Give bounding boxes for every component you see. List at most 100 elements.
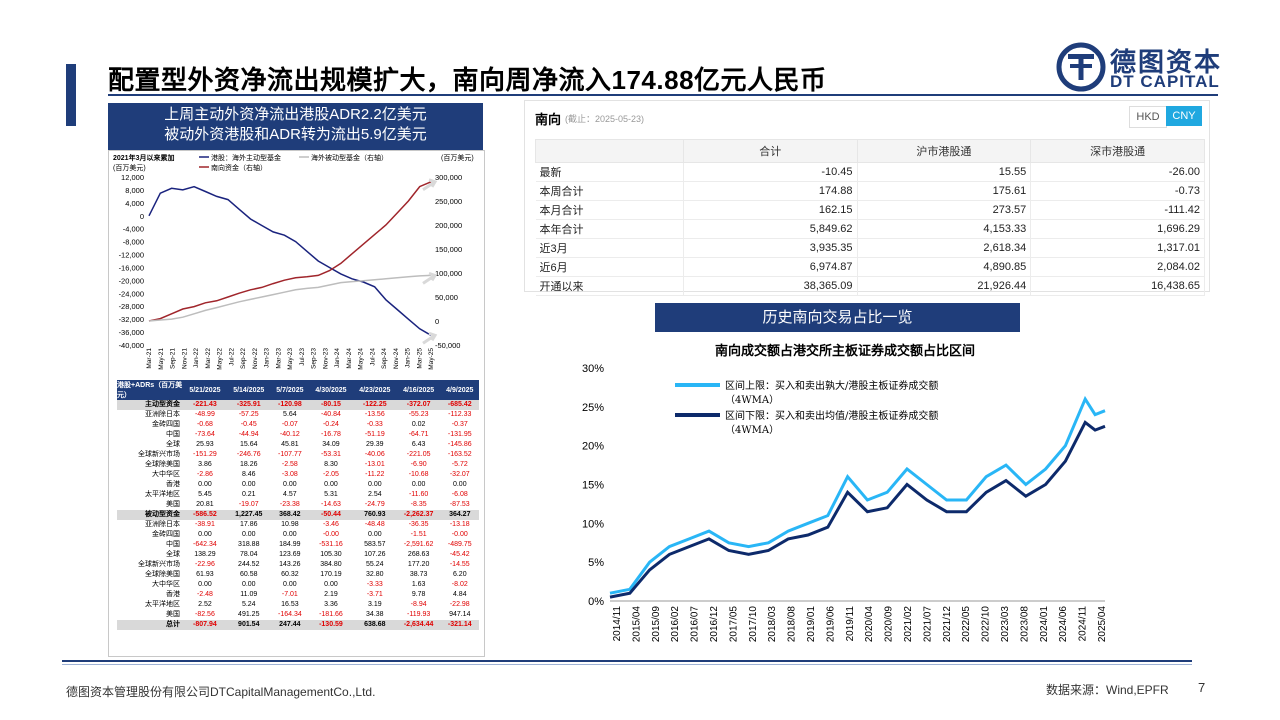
share-x-tick: 2023/08 <box>1019 606 1030 643</box>
adr-value-cell: -489.75 <box>447 541 472 548</box>
adr-value-cell: 0.00 <box>324 481 338 488</box>
flow-left-tick: 4,000 <box>125 199 144 208</box>
flow-x-tick: May-23 <box>287 348 294 370</box>
adr-flow-table: 港股+ADRs（百万美元） 5/21/2025 5/14/2025 5/7/2025 4… <box>117 380 479 630</box>
adr-value-cell: -181.66 <box>319 611 343 618</box>
adr-value-cell: 364.27 <box>440 510 479 520</box>
adr-value-cell: 0.02 <box>411 421 426 428</box>
southbound-value-cell: 6,974.87 <box>683 257 858 277</box>
share-x-tick: 2022/10 <box>981 606 992 643</box>
currency-cny-button[interactable]: CNY <box>1166 106 1202 126</box>
adr-value-cell: -13.01 <box>364 461 385 468</box>
trend-arrow-icon <box>422 331 438 345</box>
share-x-tick: 2015/09 <box>651 606 662 643</box>
southbound-value-cell: 21,926.44 <box>857 276 1032 296</box>
southbound-value-cell: 162.15 <box>683 200 858 220</box>
adr-table-row: 太平洋地区 2.52 5.24 16.53 3.36 3.19 -8.94 -22.98 <box>117 600 479 610</box>
adr-value-cell: 368.42 <box>270 510 310 520</box>
adr-value-cell: 0.00 <box>411 481 426 488</box>
adr-value-cell: 384.80 <box>320 561 342 568</box>
adr-value-cell: 0.00 <box>324 581 338 588</box>
southbound-value-cell: -26.00 <box>1030 162 1205 182</box>
adr-row-label: 太平洋地区 <box>145 491 180 498</box>
flow-x-tick: Sep-22 <box>240 348 247 369</box>
southbound-row: 本周合计 174.88 175.61 -0.73 <box>535 181 1205 201</box>
adr-table-row: 香港 -2.48 11.09 -7.01 2.19 -3.71 9.78 4.84 <box>117 590 479 600</box>
adr-row-label: 香港 <box>166 591 180 598</box>
flow-right-tick: 250,000 <box>435 197 462 206</box>
adr-value-cell: -221.43 <box>183 400 227 410</box>
adr-value-cell: -119.93 <box>407 611 431 618</box>
adr-value-cell: 0.00 <box>283 531 297 538</box>
flow-x-tick: Sep-23 <box>311 348 318 369</box>
flow-left-tick: -24,000 <box>119 289 144 298</box>
adr-table-row: 金砖四国 0.00 0.00 0.00 -0.00 0.00 -1.51 -0.00 <box>117 530 479 540</box>
adr-value-cell: -48.99 <box>194 411 215 418</box>
share-series-line <box>609 420 1106 599</box>
adr-value-cell: -372.07 <box>396 400 441 410</box>
adr-value-cell: -0.00 <box>451 531 468 538</box>
adr-value-cell: -325.91 <box>226 400 271 410</box>
southbound-value-cell: 2,084.02 <box>1030 257 1205 277</box>
currency-hkd-button[interactable]: HKD <box>1129 106 1167 128</box>
adr-value-cell: 123.69 <box>279 551 301 558</box>
southbound-value-cell: 2,618.34 <box>857 238 1032 258</box>
adr-value-cell: 0.00 <box>283 481 297 488</box>
adr-value-cell: -73.64 <box>194 431 215 438</box>
adr-row-label: 金砖四国 <box>152 421 180 428</box>
share-legend-label: 区间上限：买入和卖出孰大/港股主板证券成交额 <box>725 379 938 392</box>
adr-table-row: 全球 138.29 78.04 123.69 105.30 107.26 268.63 -45… <box>117 550 479 560</box>
adr-value-cell: 0.00 <box>198 481 212 488</box>
adr-value-cell: 0.00 <box>367 531 382 538</box>
adr-value-cell: -19.07 <box>238 501 259 508</box>
adr-value-cell: 5.64 <box>283 411 297 418</box>
share-x-tick: 2020/09 <box>884 606 895 643</box>
adr-value-cell: 32.80 <box>366 571 384 578</box>
adr-value-cell: -45.42 <box>449 551 470 558</box>
adr-value-cell: 10.98 <box>281 521 299 528</box>
flow-right-tick: 200,000 <box>435 221 462 230</box>
flow-left-tick: 12,000 <box>121 173 144 182</box>
adr-value-cell: -48.48 <box>364 521 385 528</box>
adr-value-cell: 8.30 <box>324 461 338 468</box>
southbound-row: 近6月 6,974.87 4,890.85 2,084.02 <box>535 257 1205 277</box>
flow-series-line <box>148 181 432 322</box>
adr-table-row: 全球除美国 61.93 60.58 60.32 170.19 32.80 38.73 6.20 <box>117 570 479 580</box>
flow-left-tick: -20,000 <box>119 276 144 285</box>
title-divider <box>108 94 1218 96</box>
footer-company: 德图资本管理股份有限公司DTCapitalManagementCo.,Ltd. <box>66 685 376 699</box>
flow-left-tick: -40,000 <box>119 341 144 350</box>
southbound-row: 最新 -10.45 15.55 -26.00 <box>535 162 1205 182</box>
adr-row-label: 全球 <box>166 551 180 558</box>
trend-arrow-icon <box>422 178 438 192</box>
adr-header-cell: 港股+ADRs（百万美元） <box>117 380 183 400</box>
trend-arrow-icon <box>422 271 438 285</box>
southbound-row: 近3月 3,935.35 2,618.34 1,317.01 <box>535 238 1205 258</box>
adr-table-row: 金砖四国 -0.68 -0.45 -0.07 -0.24 -0.33 0.02 -0.37 <box>117 420 479 430</box>
adr-value-cell: 184.99 <box>279 541 301 548</box>
southbound-header-cell: 沪市港股通 <box>856 139 1032 163</box>
adr-value-cell: -80.15 <box>309 400 353 410</box>
adr-row-label: 香港 <box>166 481 180 488</box>
adr-table-row: 香港 0.00 0.00 0.00 0.00 0.00 0.00 0.00 <box>117 480 479 490</box>
southbound-row-label: 最新 <box>535 162 684 182</box>
flow-left-tick: -36,000 <box>119 328 144 337</box>
footer-divider-thin <box>62 664 1192 665</box>
adr-value-cell: 11.09 <box>240 591 258 598</box>
adr-row-label: 全球除美国 <box>145 461 180 468</box>
adr-value-cell: 143.26 <box>279 561 301 568</box>
adr-value-cell: -40.84 <box>321 411 341 418</box>
adr-value-cell: 491.25 <box>238 611 260 618</box>
share-y-tick: 10% <box>582 518 604 530</box>
adr-value-cell: 60.32 <box>281 571 299 578</box>
adr-value-cell: -0.45 <box>240 421 257 428</box>
southbound-value-cell: 16,438.65 <box>1030 276 1205 296</box>
adr-row-label: 全球 <box>166 441 180 448</box>
southbound-header-cell: 深市港股通 <box>1030 139 1205 163</box>
adr-value-cell: 5.45 <box>198 491 212 498</box>
adr-value-cell: -55.23 <box>408 411 429 418</box>
adr-header-cell: 5/7/2025 <box>270 380 310 400</box>
adr-value-cell: 45.81 <box>281 441 299 448</box>
adr-value-cell: -22.96 <box>194 561 215 568</box>
flow-x-tick: Mar-22 <box>205 348 212 369</box>
